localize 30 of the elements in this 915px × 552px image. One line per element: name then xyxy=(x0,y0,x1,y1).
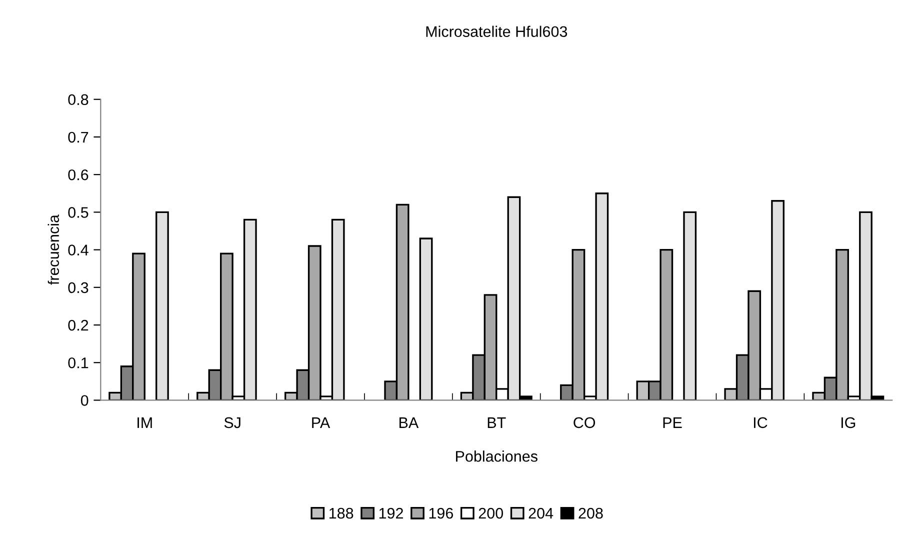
legend-label: 204 xyxy=(528,508,554,519)
y-tick-label: 0.3 xyxy=(68,282,88,294)
x-tick-label: BT xyxy=(488,417,506,428)
x-tick-label: BA xyxy=(400,417,419,428)
legend-label: 196 xyxy=(429,508,454,519)
y-tick-label: 0.5 xyxy=(68,207,88,218)
legend-label: 188 xyxy=(329,508,354,519)
bar xyxy=(156,211,169,400)
bar xyxy=(683,211,697,400)
x-tick-label: PE xyxy=(663,417,682,428)
y-axis-title: frecuencia xyxy=(48,214,60,285)
x-tick-label: IM xyxy=(138,417,152,428)
x-tick-label: PA xyxy=(312,417,330,428)
y-tick-label: 0.7 xyxy=(68,132,88,143)
chart-title: Microsatelite Hful603 xyxy=(426,26,568,38)
legend-label: 200 xyxy=(478,508,504,519)
x-tick-label: IC xyxy=(754,417,768,428)
x-tick-label: CO xyxy=(574,417,596,428)
x-tick-label: SJ xyxy=(224,417,240,428)
y-tick-label: 0.6 xyxy=(68,169,88,180)
x-tick-label: IG xyxy=(842,417,856,428)
y-tick-label: 0 xyxy=(80,395,88,406)
y-tick-label: 0.2 xyxy=(68,320,88,331)
x-axis-title: Poblaciones xyxy=(456,450,538,462)
legend-label: 208 xyxy=(578,508,603,519)
y-tick-label: 0.4 xyxy=(68,244,88,256)
y-tick-label: 0.1 xyxy=(68,357,88,368)
y-tick-label: 0.8 xyxy=(68,94,88,106)
legend-label: 192 xyxy=(379,508,403,519)
bar xyxy=(419,238,433,400)
